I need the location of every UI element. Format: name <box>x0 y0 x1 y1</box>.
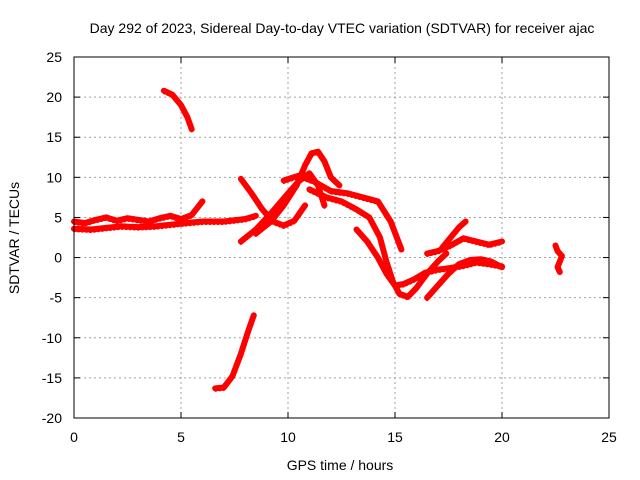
series-line-arc-11 <box>424 256 505 301</box>
x-tick-label: 25 <box>601 429 617 445</box>
x-axis-label: GPS time / hours <box>287 457 394 473</box>
y-tick-label: 25 <box>46 49 62 65</box>
series-line-arc-13 <box>439 218 469 251</box>
series-line-arc-10 <box>353 226 505 289</box>
y-tick-label: -5 <box>50 290 63 306</box>
series-markers-arc-11 <box>426 260 503 302</box>
series-markers-arc-7 <box>254 153 341 237</box>
axis-ticks <box>73 56 610 419</box>
x-tick-label: 10 <box>280 429 296 445</box>
y-tick-label: 20 <box>46 89 62 105</box>
series-markers-arc-3 <box>162 92 193 133</box>
x-tick-label: 15 <box>387 429 403 445</box>
series-line-arc-3 <box>160 87 195 133</box>
plot-frame <box>73 56 610 419</box>
series-line-arc-7 <box>252 148 343 237</box>
chart-title: Day 292 of 2023, Sidereal Day-to-day VTE… <box>90 20 595 36</box>
series-line-arc-2 <box>71 212 259 233</box>
y-tick-label: -20 <box>42 410 62 426</box>
y-tick-label: -10 <box>42 330 62 346</box>
y-tick-label: 0 <box>54 250 62 266</box>
y-tick-labels: -20 -15 -10 -5 0 5 10 15 20 25 <box>42 49 62 426</box>
series-markers-arc-1 <box>73 202 204 227</box>
series-markers-arc-8 <box>282 177 403 253</box>
y-tick-label: 10 <box>46 169 62 185</box>
series-markers-arc-4 <box>214 316 255 392</box>
x-tick-label: 20 <box>494 429 510 445</box>
y-axis-label: SDTVAR / TECUs <box>6 182 22 294</box>
series-line-arc-8 <box>280 172 405 253</box>
series-line-arc-4 <box>212 312 257 392</box>
x-tick-label: 5 <box>177 429 185 445</box>
series-markers-arc-2 <box>73 217 257 233</box>
y-tick-label: 15 <box>46 129 62 145</box>
x-tick-label: 0 <box>70 429 78 445</box>
series-markers-arc-12 <box>426 239 503 257</box>
series-markers-arc-9 <box>308 190 448 301</box>
y-tick-label: 5 <box>54 209 62 225</box>
grid-lines <box>74 57 609 418</box>
data-series <box>71 87 565 392</box>
series-line-arc-1 <box>71 198 206 227</box>
y-tick-label: -15 <box>42 370 62 386</box>
series-line-arc-12 <box>424 235 505 257</box>
series-markers-arc-10 <box>355 231 503 290</box>
x-tick-labels: 0 5 10 15 20 25 <box>70 429 617 445</box>
series-markers-arc-14 <box>554 247 563 276</box>
series-markers-arc-13 <box>441 223 467 252</box>
series-markers-arc-5 <box>239 180 307 229</box>
